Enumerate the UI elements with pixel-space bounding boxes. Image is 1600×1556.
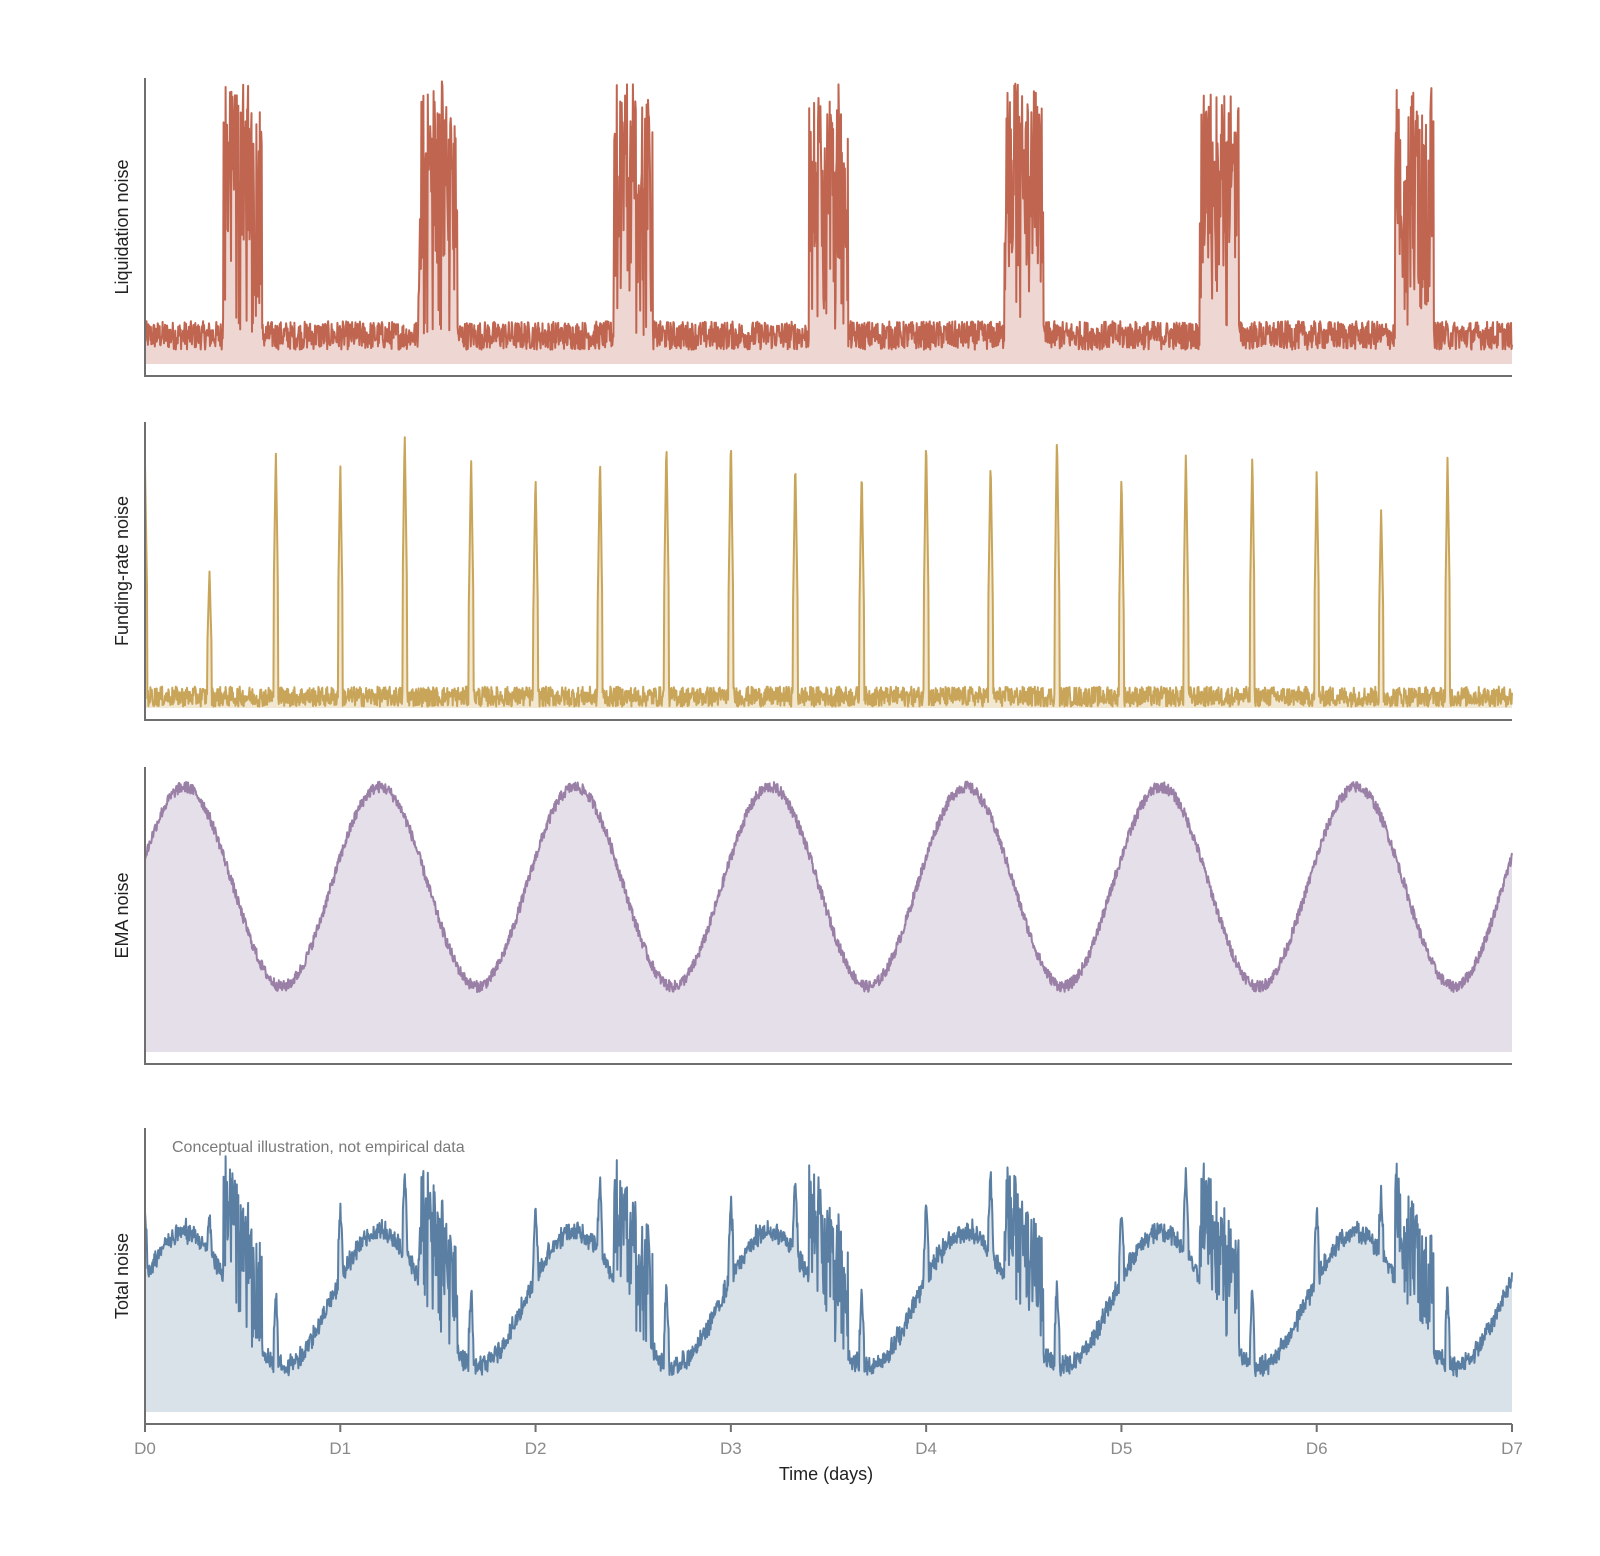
x-tick-label: D0: [134, 1439, 156, 1458]
x-tick-label: D2: [525, 1439, 547, 1458]
x-tick-label: D1: [329, 1439, 351, 1458]
y-axis-label-1: Liquidation noise: [112, 159, 132, 294]
x-tick-label: D4: [915, 1439, 937, 1458]
x-tick-label: D3: [720, 1439, 742, 1458]
y-axis-label-2: Funding-rate noise: [112, 496, 132, 646]
series-line-1: [144, 80, 1513, 351]
x-tick-label: D6: [1306, 1439, 1328, 1458]
panel-3: EMA noise: [112, 767, 1513, 1065]
series-area-4: [145, 1156, 1512, 1412]
series-line-2: [144, 436, 1513, 708]
x-axis: D0 D1 D2 D3 D4 D5 D6 D7: [134, 1424, 1523, 1458]
x-axis-label: Time (days): [779, 1464, 873, 1484]
series-line-3: [144, 780, 1513, 994]
y-axis-label-4: Total noise: [112, 1233, 132, 1319]
annotation-note: Conceptual illustration, not empirical d…: [172, 1139, 465, 1156]
x-tick-label: D7: [1501, 1439, 1523, 1458]
panel-axes-2: [144, 422, 1512, 721]
series-area-1: [145, 81, 1512, 365]
panel-1: Liquidation noise: [112, 78, 1513, 377]
panel-4: Total noise: [112, 1128, 1513, 1425]
panel-2: Funding-rate noise: [112, 422, 1513, 721]
y-axis-label-3: EMA noise: [112, 872, 132, 958]
panels-layer: Liquidation noise Funding-rate noise EMA n…: [112, 78, 1513, 1425]
series-line-4: [144, 1155, 1513, 1378]
panel-axes-3: [144, 767, 1512, 1065]
panel-axes-1: [144, 78, 1512, 377]
series-area-2: [145, 437, 1512, 708]
x-tick-label: D5: [1111, 1439, 1133, 1458]
